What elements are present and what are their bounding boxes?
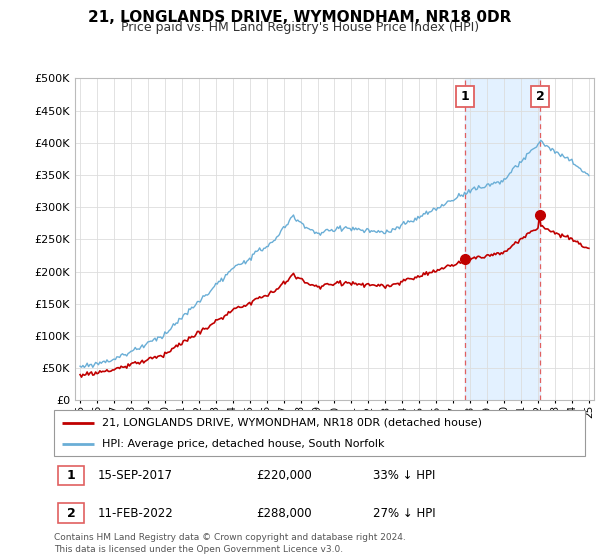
- Text: 2: 2: [536, 90, 545, 103]
- Text: 1: 1: [461, 90, 470, 103]
- Text: Contains HM Land Registry data © Crown copyright and database right 2024.
This d: Contains HM Land Registry data © Crown c…: [54, 533, 406, 554]
- Bar: [465, 78, 540, 400]
- Text: 21, LONGLANDS DRIVE, WYMONDHAM, NR18 0DR: 21, LONGLANDS DRIVE, WYMONDHAM, NR18 0DR: [88, 10, 512, 25]
- Text: £288,000: £288,000: [256, 507, 311, 520]
- Text: 11-FEB-2022: 11-FEB-2022: [98, 507, 173, 520]
- FancyBboxPatch shape: [54, 410, 585, 456]
- Text: Price paid vs. HM Land Registry's House Price Index (HPI): Price paid vs. HM Land Registry's House …: [121, 21, 479, 34]
- FancyBboxPatch shape: [58, 465, 84, 485]
- FancyBboxPatch shape: [58, 503, 84, 523]
- Text: £220,000: £220,000: [256, 469, 311, 482]
- Text: 21, LONGLANDS DRIVE, WYMONDHAM, NR18 0DR (detached house): 21, LONGLANDS DRIVE, WYMONDHAM, NR18 0DR…: [102, 418, 482, 428]
- Text: 27% ↓ HPI: 27% ↓ HPI: [373, 507, 435, 520]
- Text: 15-SEP-2017: 15-SEP-2017: [98, 469, 173, 482]
- Text: HPI: Average price, detached house, South Norfolk: HPI: Average price, detached house, Sout…: [102, 439, 384, 449]
- Text: 2: 2: [67, 507, 76, 520]
- Text: 33% ↓ HPI: 33% ↓ HPI: [373, 469, 435, 482]
- Text: 1: 1: [67, 469, 76, 482]
